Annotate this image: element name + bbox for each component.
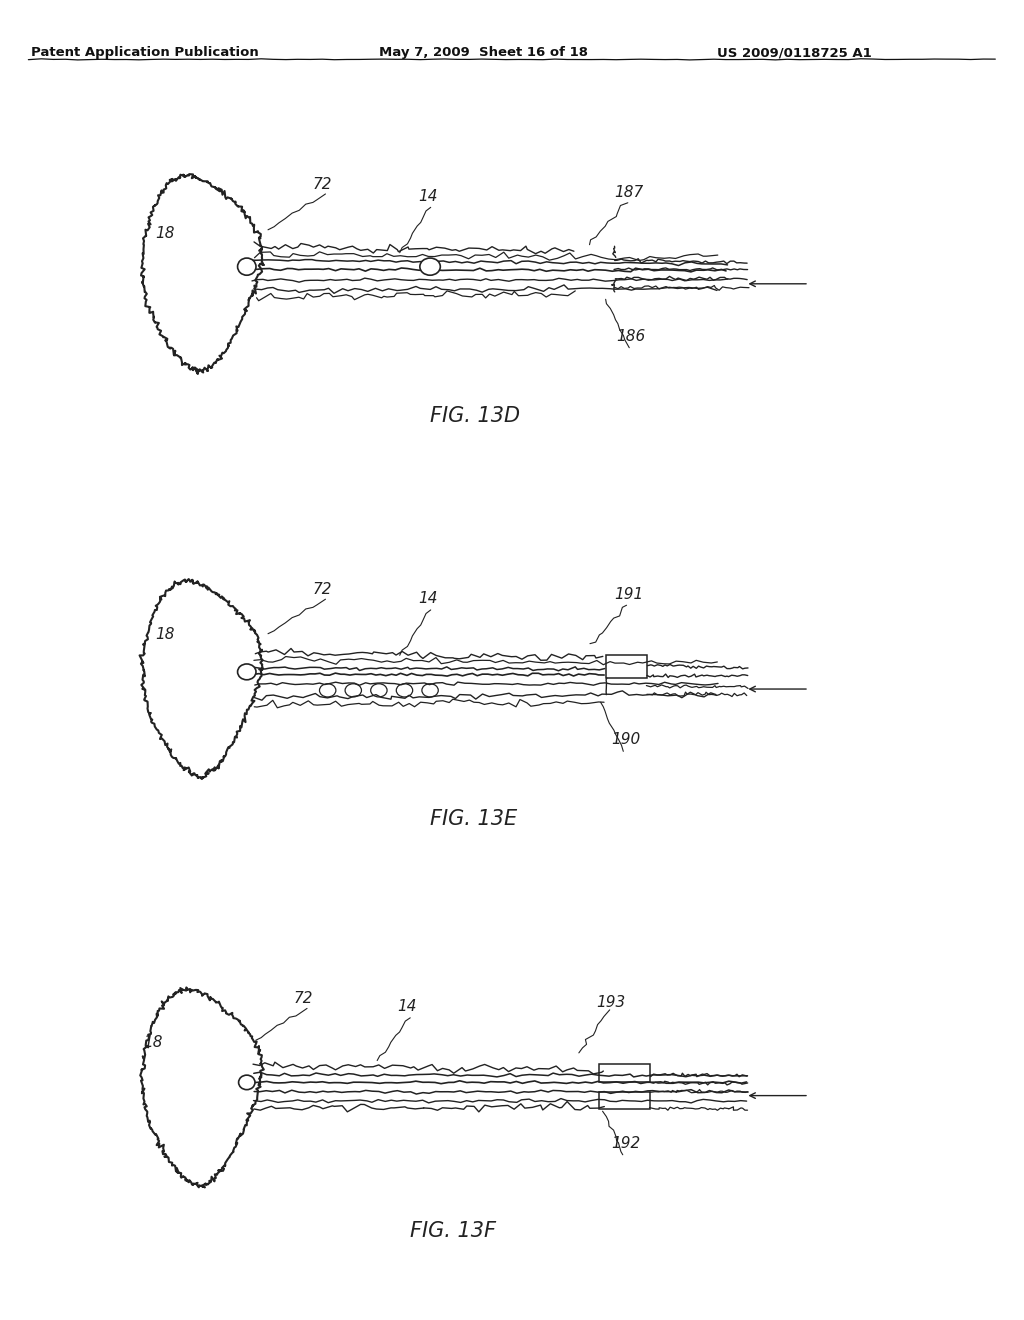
Text: 190: 190 xyxy=(611,733,641,747)
Text: 18: 18 xyxy=(156,226,175,240)
Text: May 7, 2009  Sheet 16 of 18: May 7, 2009 Sheet 16 of 18 xyxy=(379,46,588,59)
Text: 18: 18 xyxy=(143,1035,163,1049)
Ellipse shape xyxy=(420,259,440,275)
Text: 14: 14 xyxy=(397,999,417,1014)
Text: FIG. 13D: FIG. 13D xyxy=(430,407,520,426)
Text: 18: 18 xyxy=(156,627,175,642)
Bar xyxy=(606,655,647,678)
Text: 191: 191 xyxy=(614,587,644,602)
Text: 72: 72 xyxy=(312,582,332,597)
Ellipse shape xyxy=(238,664,256,680)
Bar xyxy=(599,1064,650,1082)
Text: 72: 72 xyxy=(312,177,332,191)
Text: 187: 187 xyxy=(614,185,644,199)
Text: FIG. 13E: FIG. 13E xyxy=(430,809,517,829)
Bar xyxy=(599,1092,650,1109)
Text: 192: 192 xyxy=(611,1137,641,1151)
Text: US 2009/0118725 A1: US 2009/0118725 A1 xyxy=(717,46,871,59)
Text: FIG. 13F: FIG. 13F xyxy=(410,1221,496,1241)
Text: 72: 72 xyxy=(294,991,313,1006)
Text: 14: 14 xyxy=(418,189,437,203)
Ellipse shape xyxy=(238,259,256,275)
Text: 193: 193 xyxy=(596,995,626,1010)
Ellipse shape xyxy=(239,1074,255,1090)
Text: Patent Application Publication: Patent Application Publication xyxy=(31,46,258,59)
Text: 14: 14 xyxy=(418,591,437,606)
Text: 186: 186 xyxy=(616,329,646,343)
